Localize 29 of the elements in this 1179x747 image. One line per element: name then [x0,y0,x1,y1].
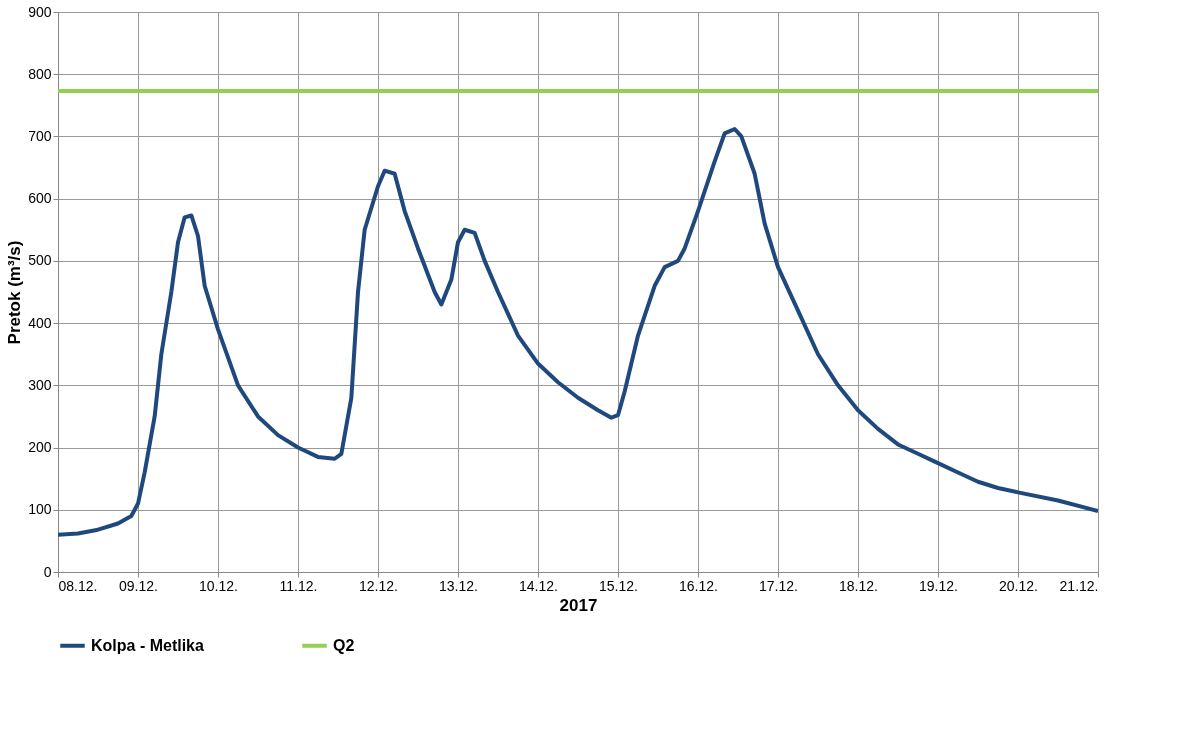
x-tick-label: 11.12. [279,577,318,594]
x-tick-label: 09.12. [119,577,158,594]
y-tick-label: 0 [43,563,52,580]
y-axis-title: Pretok (m³/s) [5,240,25,345]
x-tick-label: 13.12. [439,577,478,594]
y-tick-label: 800 [28,65,52,82]
line-series [58,126,1098,537]
y-tick-label: 100 [28,501,52,518]
y-tick-label: 500 [28,252,52,269]
y-tick-label: 600 [28,190,52,207]
x-tick-label: 21.12. [1059,577,1099,594]
x-tick-label: 17.12. [759,577,798,594]
y-tick-label: 700 [28,127,52,144]
x-tick-label: 12.12. [359,577,398,594]
x-tick-label: 15.12. [599,577,638,594]
x-tick-label: 10.12. [199,577,238,594]
x-tick-label: 14.12. [519,577,558,594]
x-tick-label: 19.12. [919,577,958,594]
x-tick-label: 16.12. [679,577,718,594]
y-tick-label: 200 [28,439,52,456]
x-axis-title: 2017 [559,595,598,615]
y-tick-label: 900 [28,3,52,20]
legend-label: Q2 [333,636,355,654]
legend-label: Kolpa - Metlika [91,636,205,654]
x-tick-label: 20.12. [999,577,1038,594]
x-tick-label: 08.12. [58,577,98,594]
x-tick-label: 18.12. [839,577,878,594]
y-tick-label: 300 [28,376,52,393]
y-tick-label: 400 [28,314,52,331]
